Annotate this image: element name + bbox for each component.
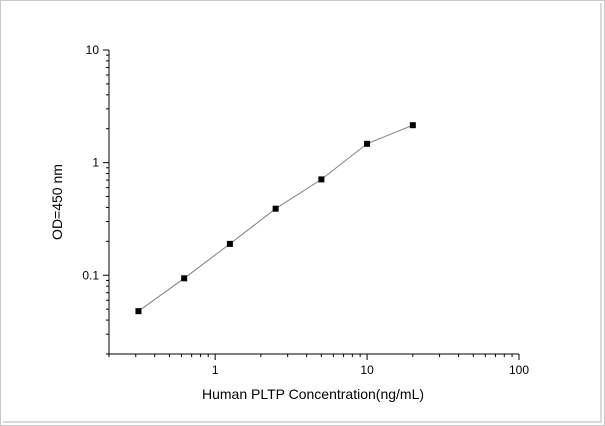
y-tick-label: 10 [86, 43, 100, 57]
plot-area [135, 122, 416, 315]
data-point [135, 308, 142, 315]
data-point [226, 240, 233, 247]
y-tick-label: 1 [92, 156, 99, 170]
x-tick-label: 10 [360, 363, 374, 377]
y-tick-label: 0.1 [82, 268, 99, 282]
data-point [364, 140, 371, 147]
data-point [318, 176, 325, 183]
data-point [181, 275, 188, 282]
x-tick-label: 1 [212, 363, 219, 377]
y-axis-title: OD=450 nm [49, 164, 65, 240]
data-point [272, 205, 279, 212]
data-point [409, 122, 416, 129]
x-tick-label: 100 [509, 363, 529, 377]
x-axis-title: Human PLTP Concentration(ng/mL) [202, 386, 424, 402]
axes: 1 10 100 0.1 1 10 [82, 43, 529, 377]
series-line [138, 124, 414, 312]
